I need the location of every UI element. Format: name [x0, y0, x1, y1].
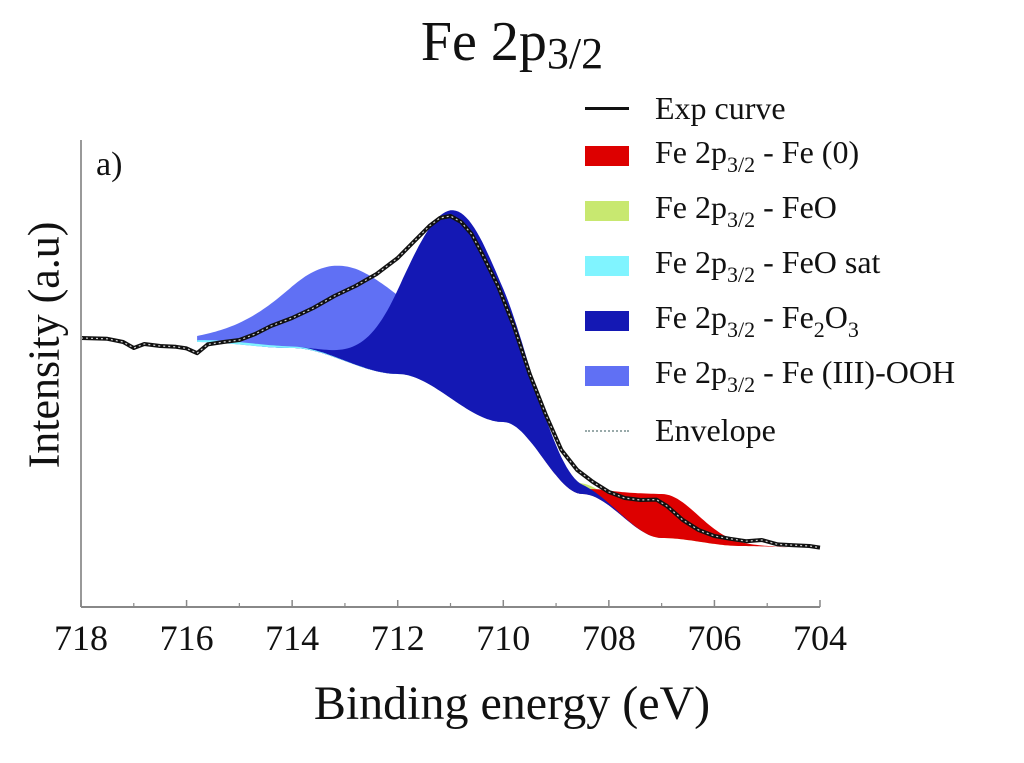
legend: Exp curve Fe 2p3/2 - Fe (0) Fe 2p3/2 - FeO… [585, 88, 955, 458]
legend-swatch-feo [585, 200, 629, 221]
legend-item-fe0: Fe 2p3/2 - Fe (0) [585, 128, 955, 183]
legend-label: Fe 2p3/2 - FeO [655, 188, 837, 232]
component-fill-fe0 [197, 342, 789, 548]
x-tick-label: 718 [54, 618, 108, 658]
legend-swatch-feosat [585, 255, 629, 276]
legend-item-feosat: Fe 2p3/2 - FeO sat [585, 238, 955, 293]
legend-label: Envelope [655, 412, 776, 448]
legend-swatch-fe2o3 [585, 310, 629, 331]
legend-item-feooh: Fe 2p3/2 - Fe (III)-OOH [585, 348, 955, 403]
x-tick-label: 710 [476, 618, 530, 658]
legend-label: Exp curve [655, 89, 786, 126]
curve-lines [80, 214, 821, 550]
y-axis-label: Intensity (a.u) [19, 221, 69, 469]
chart-title: Fe 2p3/2 [420, 11, 604, 78]
component-fill-feooh [197, 265, 789, 548]
x-axis-label: Binding energy (eV) [313, 677, 711, 730]
component-fills [197, 210, 789, 548]
legend-item-exp: Exp curve [585, 88, 955, 128]
legend-swatch-feooh [585, 365, 629, 386]
x-tick-label: 704 [793, 618, 847, 658]
legend-swatch-exp [585, 106, 629, 110]
legend-label: Fe 2p3/2 - Fe2O3 [655, 298, 859, 342]
legend-item-env: Envelope [585, 403, 955, 458]
legend-item-fe2o3: Fe 2p3/2 - Fe2O3 [585, 293, 955, 348]
legend-swatch-fe0 [585, 145, 629, 166]
x-tick-label: 706 [687, 618, 741, 658]
legend-item-feo: Fe 2p3/2 - FeO [585, 183, 955, 238]
x-tick-label: 708 [582, 618, 636, 658]
panel-label: a) [96, 146, 123, 183]
legend-label: Fe 2p3/2 - Fe (0) [655, 133, 860, 177]
x-axis-ticks: 718 716 714 712 710 708 706 704 [54, 600, 847, 658]
legend-swatch-env [585, 429, 629, 432]
x-tick-label: 714 [265, 618, 319, 658]
legend-label: Fe 2p3/2 - FeO sat [655, 243, 881, 287]
envelope-line [80, 215, 821, 549]
component-fill-fe2o3 [197, 210, 789, 548]
legend-label: Fe 2p3/2 - Fe (III)-OOH [655, 353, 956, 397]
x-tick-label: 716 [160, 618, 214, 658]
x-tick-label: 712 [371, 618, 425, 658]
